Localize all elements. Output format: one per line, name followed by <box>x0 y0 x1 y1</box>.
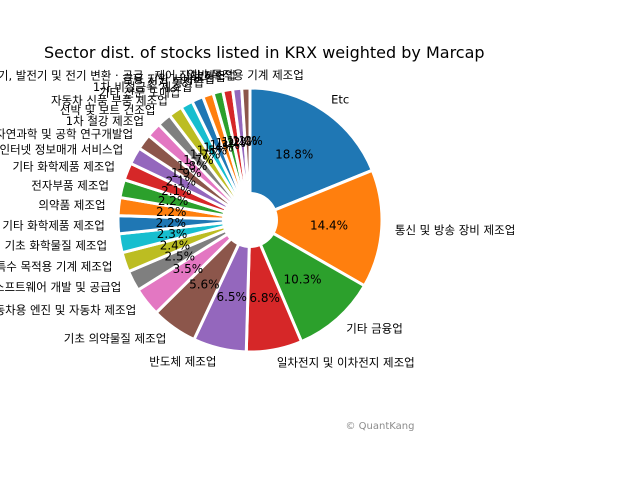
slice-label-15: 자료처리, 호스팅, 포털 및 기타 인터넷 정보매개 서비스업 <box>0 142 123 156</box>
slice-percent-21: 1.4% <box>203 140 234 154</box>
slice-percent-14: 2.1% <box>161 184 192 198</box>
slice-percent-17: 1.8% <box>177 159 208 173</box>
slice-percent-7: 3.5% <box>173 262 204 276</box>
slice-percent-9: 2.4% <box>160 238 191 252</box>
slice-label-16: 자연과학 및 공학 연구개발업 <box>0 127 133 141</box>
slice-label-19: 자동차 신품 부품 제조업 <box>51 93 168 107</box>
slice-percent-5: 6.5% <box>216 290 247 304</box>
pie-slice-3 <box>248 218 366 344</box>
slice-percent-26: 1.0% <box>232 134 263 148</box>
slice-label-2: 통신 및 방송 장비 제조업 <box>395 223 515 237</box>
pie-slices <box>116 86 384 354</box>
slice-percent-1: 18.8% <box>275 147 313 161</box>
slice-label-9: 특수 목적용 기계 제조업 <box>0 260 112 274</box>
slice-percent-12: 2.2% <box>156 205 187 219</box>
pie-slice-26 <box>240 86 252 222</box>
slice-label-23: 금융 지원 서비스업 <box>123 72 215 86</box>
percent-labels: 18.8%14.4%10.3%6.8%6.5%5.6%3.5%2.5%2.4%2… <box>156 134 348 305</box>
slice-percent-20: 1.5% <box>197 144 228 158</box>
slice-percent-23: 1.2% <box>215 136 246 150</box>
pie-slice-1 <box>248 86 374 222</box>
chart-title: Sector dist. of stocks listed in KRX wei… <box>44 43 485 62</box>
pie-slice-2 <box>248 168 384 288</box>
donut-hole <box>222 192 278 248</box>
slice-label-3: 기타 금융업 <box>346 322 403 336</box>
credit-text: © QuantKang <box>346 421 415 432</box>
slice-percent-19: 1.7% <box>190 148 221 162</box>
slice-percent-18: 1.7% <box>183 153 214 167</box>
slice-percent-2: 14.4% <box>310 218 348 232</box>
slice-percent-10: 2.3% <box>157 227 188 241</box>
slice-percent-16: 1.9% <box>171 166 202 180</box>
slice-percent-3: 10.3% <box>283 272 321 286</box>
slice-label-5: 반도체 제조업 <box>149 354 216 368</box>
slice-label-6: 기초 의약물질 제조업 <box>64 332 167 346</box>
slice-label-24: 보험업 <box>194 70 226 84</box>
slice-percent-22: 1.3% <box>209 138 240 152</box>
slice-label-21: 1차 비철금속 제조업 <box>93 80 192 94</box>
slice-label-10: 기초 화학물질 제조업 <box>5 239 108 253</box>
slice-label-4: 일차전지 및 이차전지 제조업 <box>277 356 415 370</box>
slice-label-20: 기타 전문 도매업 <box>99 86 180 100</box>
slice-label-1: Etc <box>331 93 349 107</box>
slice-percent-25: 1.1% <box>227 134 258 148</box>
slice-percent-8: 2.5% <box>165 250 196 264</box>
slice-label-18: 선박 및 보트 건조업 <box>60 103 156 117</box>
slice-percent-4: 6.8% <box>249 291 280 305</box>
slice-label-14: 기타 화학제품 제조업 <box>12 160 115 174</box>
slice-percent-24: 1.2% <box>221 135 252 149</box>
slice-label-17: 1차 철강 제조업 <box>66 114 144 128</box>
slice-label-12: 의약품 제조업 <box>38 198 105 212</box>
slice-label-8: 소프트웨어 개발 및 공급업 <box>0 280 121 294</box>
slice-percent-6: 5.6% <box>189 278 220 292</box>
slice-label-26: 일반 목적용 기계 제조업 <box>187 68 304 82</box>
slice-percent-13: 2.2% <box>158 194 189 208</box>
slice-label-13: 전자부품 제조업 <box>31 178 109 192</box>
slice-percent-11: 2.2% <box>156 216 187 230</box>
slice-label-25: 전동기, 발전기 및 전기 변환 · 공급 · 제어 장치 제조업 <box>0 68 236 82</box>
slice-label-22: 전기 통신업 <box>147 75 204 89</box>
slice-label-11: 기타 화학제품 제조업 <box>2 218 105 232</box>
slice-percent-15: 2.1% <box>166 174 197 188</box>
slice-label-7: 자동차용 엔진 및 자동차 제조업 <box>0 303 136 317</box>
